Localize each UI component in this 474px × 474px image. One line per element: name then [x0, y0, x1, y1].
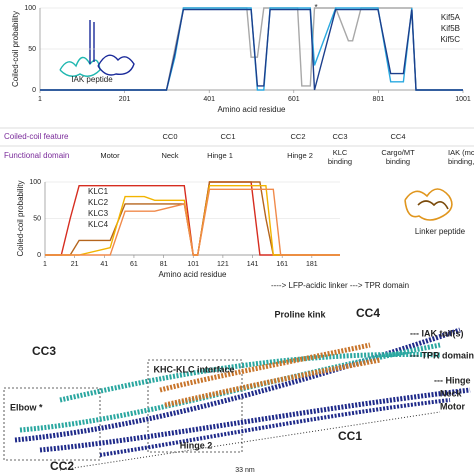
legend-entry: KLC4	[88, 220, 109, 229]
y-tick-label: 0	[37, 252, 41, 259]
table-cell: CC3	[332, 132, 347, 141]
x-tick-label: 41	[100, 261, 108, 268]
table-cell: KLC binding	[328, 148, 352, 166]
structure-label: CC3	[32, 344, 56, 358]
structure-label: Neck	[440, 388, 463, 398]
table-cell: CC0	[162, 132, 177, 141]
structure-label: 33 nm	[235, 467, 255, 474]
x-tick-label: 81	[160, 261, 168, 268]
annotation: *	[314, 3, 317, 12]
legend-entry: KLC1	[88, 187, 109, 196]
structure-label: CC1	[338, 429, 362, 443]
series-line	[45, 188, 340, 256]
legend-entry: KLC2	[88, 198, 109, 207]
x-tick-label: 121	[217, 261, 229, 268]
structure-label: --- TPR domain(s)	[410, 350, 474, 360]
series-line	[40, 8, 463, 91]
x-axis-label: Amino acid residue	[217, 105, 286, 114]
y-tick-label: 50	[28, 46, 36, 53]
feature-table: Coiled-coil feature CC0 CC1 CC2 CC3 CC4 Functi…	[4, 132, 474, 166]
x-tick-label: 181	[306, 261, 318, 268]
y-tick-label: 100	[29, 179, 41, 186]
structure-label: --- Hinge	[434, 375, 471, 385]
x-axis-label: Amino acid residue	[158, 270, 227, 279]
structure-label: CC2	[50, 459, 74, 473]
row-header: Functional domain	[4, 151, 69, 160]
x-tick-label: 161	[276, 261, 288, 268]
table-cell: Motor	[100, 151, 120, 160]
structure-labels: Proline kink CC4 --- IAK tail(s) --- TPR do…	[10, 306, 474, 474]
x-tick-label: 1	[43, 261, 47, 268]
y-tick-label: 0	[32, 87, 36, 94]
footnote: ----> LFP-acidic linker ---> TPR domain	[271, 281, 409, 290]
structure-label: Hinge 2	[180, 440, 213, 450]
x-tick-label: 601	[288, 96, 300, 103]
y-tick-label: 50	[33, 215, 41, 222]
x-tick-label: 801	[373, 96, 385, 103]
series-line	[40, 7, 463, 91]
row-header: Coiled-coil feature	[4, 132, 69, 141]
x-tick-label: 141	[247, 261, 259, 268]
x-tick-label: 61	[130, 261, 138, 268]
structure	[3, 327, 471, 471]
y-axis-label: Coiled-coil probability	[16, 180, 25, 256]
y-tick-label: 100	[24, 5, 36, 12]
x-tick-label: 1001	[455, 96, 471, 103]
structure-label: --- IAK tail(s)	[410, 328, 464, 338]
table-cell: Neck	[161, 151, 178, 160]
table-cell: Hinge 1	[207, 151, 233, 160]
x-tick-label: 401	[203, 96, 215, 103]
structure-label: Motor	[440, 401, 465, 411]
table-cell: CC1	[220, 132, 235, 141]
y-axis-label: Coiled-coil probability	[11, 11, 20, 87]
x-tick-label: 1	[38, 96, 42, 103]
x-tick-label: 21	[71, 261, 79, 268]
legend-entry: KLC3	[88, 209, 109, 218]
structure-label: CC4	[356, 306, 380, 320]
legend-entry: Kif5A	[441, 13, 461, 22]
structure-label: Elbow *	[10, 402, 43, 412]
table-cell: CC2	[290, 132, 305, 141]
x-tick-label: 201	[119, 96, 131, 103]
inset-label: Linker peptide	[415, 227, 466, 236]
table-cell: Cargo/MT binding	[381, 148, 415, 166]
table-cell: Hinge 2	[287, 151, 313, 160]
klc-inset	[404, 188, 453, 221]
structure-label: KHC-KLC interface	[153, 364, 234, 374]
legend-entry: Kif5B	[441, 24, 460, 33]
inset-label: IAK peptide	[71, 75, 113, 84]
kif-inset	[59, 20, 135, 77]
table-cell: CC4	[390, 132, 405, 141]
legend-entry: Kif5C	[440, 35, 460, 44]
structure-label: Proline kink	[274, 309, 326, 319]
x-tick-label: 101	[187, 261, 199, 268]
table-cell: IAK (motorbinding, autoregulation)	[448, 148, 474, 166]
